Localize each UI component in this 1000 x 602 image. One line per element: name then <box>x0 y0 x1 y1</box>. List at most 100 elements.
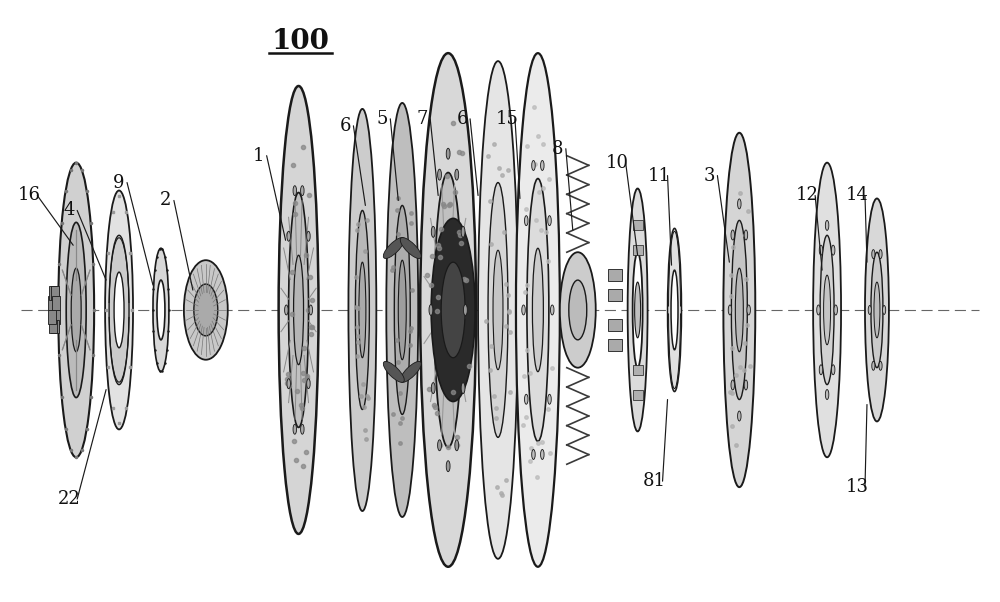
Ellipse shape <box>307 231 310 241</box>
Ellipse shape <box>114 272 124 348</box>
Ellipse shape <box>461 383 465 394</box>
Ellipse shape <box>871 252 883 368</box>
Ellipse shape <box>400 238 421 258</box>
Bar <box>51 287 59 300</box>
Ellipse shape <box>541 161 544 170</box>
Ellipse shape <box>516 53 560 566</box>
Ellipse shape <box>872 250 875 259</box>
Ellipse shape <box>879 250 882 259</box>
Ellipse shape <box>635 282 641 338</box>
Ellipse shape <box>109 235 129 385</box>
Ellipse shape <box>731 230 734 240</box>
Ellipse shape <box>429 305 433 315</box>
Ellipse shape <box>865 199 889 421</box>
Bar <box>608 289 622 301</box>
Ellipse shape <box>309 305 313 315</box>
Ellipse shape <box>307 379 310 389</box>
Ellipse shape <box>293 185 297 196</box>
Ellipse shape <box>874 282 880 338</box>
Ellipse shape <box>738 199 741 209</box>
Ellipse shape <box>883 305 886 314</box>
Ellipse shape <box>153 248 169 371</box>
Ellipse shape <box>872 361 875 370</box>
Ellipse shape <box>735 268 743 352</box>
Text: 22: 22 <box>58 490 81 508</box>
Bar <box>608 269 622 281</box>
Ellipse shape <box>355 211 369 409</box>
Ellipse shape <box>834 305 837 315</box>
Text: 11: 11 <box>648 167 671 185</box>
Ellipse shape <box>825 389 829 400</box>
Ellipse shape <box>431 219 475 402</box>
Ellipse shape <box>532 161 535 170</box>
Ellipse shape <box>532 450 535 459</box>
Bar <box>608 319 622 331</box>
Text: 14: 14 <box>846 187 868 205</box>
Ellipse shape <box>879 361 882 370</box>
Ellipse shape <box>628 188 648 432</box>
Ellipse shape <box>294 255 304 365</box>
Ellipse shape <box>819 365 823 374</box>
Ellipse shape <box>441 262 465 358</box>
Ellipse shape <box>287 379 290 389</box>
Bar <box>52 310 60 324</box>
Ellipse shape <box>744 230 748 240</box>
Ellipse shape <box>633 252 643 368</box>
Text: 5: 5 <box>377 110 388 128</box>
Text: 6: 6 <box>340 117 351 135</box>
Ellipse shape <box>813 163 841 458</box>
Ellipse shape <box>446 461 450 472</box>
Text: 10: 10 <box>606 154 629 172</box>
Ellipse shape <box>825 220 829 231</box>
Ellipse shape <box>446 148 450 159</box>
Ellipse shape <box>383 361 404 382</box>
Ellipse shape <box>289 193 309 427</box>
Ellipse shape <box>431 383 435 394</box>
Ellipse shape <box>548 394 551 404</box>
Ellipse shape <box>671 270 678 350</box>
Ellipse shape <box>348 109 376 511</box>
Text: 1: 1 <box>253 147 264 165</box>
Text: 15: 15 <box>496 110 518 128</box>
Bar <box>633 389 643 400</box>
Ellipse shape <box>532 248 543 371</box>
Ellipse shape <box>434 173 462 447</box>
Ellipse shape <box>157 280 165 340</box>
Ellipse shape <box>731 380 734 390</box>
Ellipse shape <box>105 190 133 429</box>
Ellipse shape <box>359 262 366 358</box>
Bar <box>608 339 622 351</box>
Bar <box>633 245 643 255</box>
Ellipse shape <box>831 365 835 374</box>
Ellipse shape <box>400 361 421 382</box>
Text: 6: 6 <box>456 110 468 128</box>
Ellipse shape <box>548 216 551 226</box>
Ellipse shape <box>66 222 86 397</box>
Ellipse shape <box>569 280 587 340</box>
Ellipse shape <box>398 260 406 360</box>
Ellipse shape <box>551 305 554 315</box>
Bar <box>633 365 643 374</box>
Ellipse shape <box>560 252 596 368</box>
Text: 9: 9 <box>113 173 125 191</box>
Ellipse shape <box>817 305 820 315</box>
Bar <box>633 220 643 231</box>
Text: 2: 2 <box>160 191 172 209</box>
Ellipse shape <box>824 275 831 345</box>
Bar <box>49 287 57 300</box>
Ellipse shape <box>431 226 435 237</box>
Ellipse shape <box>455 440 459 451</box>
Ellipse shape <box>744 380 748 390</box>
Ellipse shape <box>438 440 441 451</box>
Text: 81: 81 <box>643 472 666 490</box>
Ellipse shape <box>58 163 94 458</box>
Ellipse shape <box>723 133 755 487</box>
Ellipse shape <box>301 424 304 434</box>
Ellipse shape <box>820 235 834 385</box>
Ellipse shape <box>293 424 297 434</box>
Ellipse shape <box>747 305 750 315</box>
Bar <box>48 310 56 324</box>
Ellipse shape <box>420 53 476 566</box>
Text: 12: 12 <box>796 187 819 205</box>
Ellipse shape <box>819 245 823 255</box>
